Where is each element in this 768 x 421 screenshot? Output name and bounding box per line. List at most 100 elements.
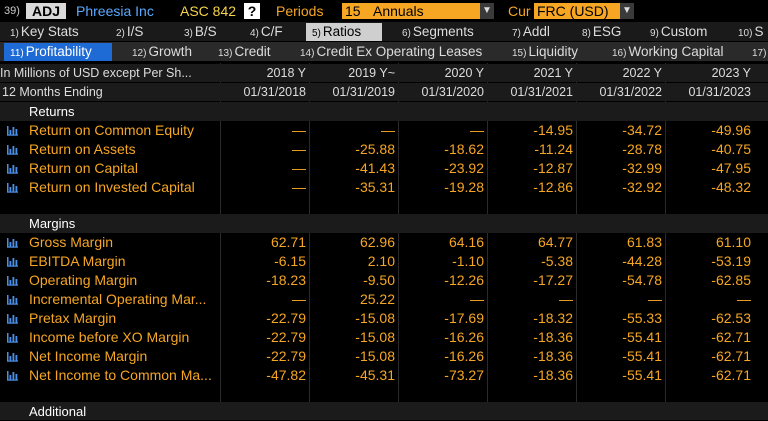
- subtab-credit[interactable]: 13) Credit: [218, 44, 271, 59]
- cell-value[interactable]: 64.77: [537, 234, 573, 250]
- cell-value[interactable]: -34.72: [622, 122, 662, 138]
- row-label[interactable]: Net Income to Common Ma...: [29, 367, 212, 383]
- row-label[interactable]: Pretax Margin: [29, 310, 117, 326]
- table-row[interactable]: Net Income Margin -22.79 -15.08 -16.26 -18.3…: [0, 347, 768, 366]
- cell-value[interactable]: -62.71: [711, 329, 751, 345]
- cell-value[interactable]: -62.53: [711, 310, 751, 326]
- cell-value[interactable]: -22.79: [266, 310, 306, 326]
- row-label[interactable]: Return on Common Equity: [29, 122, 194, 138]
- cell-value[interactable]: -41.43: [355, 160, 395, 176]
- row-label[interactable]: Return on Invested Capital: [29, 179, 195, 195]
- cell-value[interactable]: -47.95: [711, 160, 751, 176]
- year-header[interactable]: 2019 Y~: [348, 66, 395, 80]
- periods-input[interactable]: 15: [342, 3, 370, 19]
- cell-value[interactable]: -49.96: [711, 122, 751, 138]
- tab-esg[interactable]: 8) ESG: [582, 24, 622, 39]
- chart-icon[interactable]: [6, 163, 19, 174]
- subtab-working-capital[interactable]: 16) Working Capital: [612, 44, 724, 59]
- cell-value[interactable]: -12.87: [533, 160, 573, 176]
- cell-value[interactable]: -6.15: [274, 253, 306, 269]
- table-row[interactable]: EBITDA Margin -6.15 2.10 -1.10 -5.38 -44.28 -5…: [0, 252, 768, 271]
- cell-value[interactable]: -28.78: [622, 141, 662, 157]
- cell-value[interactable]: -55.33: [622, 310, 662, 326]
- chart-icon[interactable]: [6, 294, 19, 305]
- currency-select[interactable]: FRC (USD): [534, 3, 620, 19]
- cell-value[interactable]: —: [292, 179, 306, 195]
- period-type-dropdown-icon[interactable]: ▼: [480, 3, 494, 19]
- cell-value[interactable]: -45.31: [355, 367, 395, 383]
- cell-value[interactable]: -48.32: [711, 179, 751, 195]
- help-button[interactable]: ?: [244, 3, 260, 19]
- chart-icon[interactable]: [6, 125, 19, 136]
- year-header[interactable]: 2021 Y: [533, 66, 573, 80]
- chart-icon[interactable]: [6, 313, 19, 324]
- year-header[interactable]: 2018 Y: [266, 66, 306, 80]
- tab-balance-sheet[interactable]: 3) B/S: [184, 24, 217, 39]
- cell-value[interactable]: -47.82: [266, 367, 306, 383]
- cell-value[interactable]: -54.78: [622, 272, 662, 288]
- table-row[interactable]: Return on Invested Capital — -35.31 -19.28 -…: [0, 178, 768, 197]
- tab-additional[interactable]: 7) Addl: [512, 24, 550, 39]
- year-header[interactable]: 2023 Y: [711, 66, 751, 80]
- cell-value[interactable]: -1.10: [452, 253, 484, 269]
- cell-value[interactable]: -15.08: [355, 329, 395, 345]
- tab-custom[interactable]: 9) Custom: [650, 24, 708, 39]
- cell-value[interactable]: —: [292, 122, 306, 138]
- tab-segments[interactable]: 6) Segments: [402, 24, 474, 39]
- cell-value[interactable]: -22.79: [266, 329, 306, 345]
- cell-value[interactable]: -32.92: [622, 179, 662, 195]
- cell-value[interactable]: -62.71: [711, 348, 751, 364]
- cell-value[interactable]: -55.41: [622, 348, 662, 364]
- cell-value[interactable]: 25.22: [359, 291, 395, 307]
- cell-value[interactable]: -18.36: [533, 329, 573, 345]
- cell-value[interactable]: —: [470, 291, 484, 307]
- cell-value[interactable]: -23.92: [444, 160, 484, 176]
- row-label[interactable]: EBITDA Margin: [29, 253, 126, 269]
- tab-income-statement[interactable]: 2) I/S: [116, 24, 144, 39]
- cell-value[interactable]: -32.99: [622, 160, 662, 176]
- cell-value[interactable]: —: [292, 141, 306, 157]
- tab-more[interactable]: 10) S: [738, 24, 764, 39]
- cell-value[interactable]: —: [292, 291, 306, 307]
- cell-value[interactable]: 61.83: [626, 234, 662, 250]
- year-header[interactable]: 2020 Y: [444, 66, 484, 80]
- cell-value[interactable]: -73.27: [444, 367, 484, 383]
- tab-ratios[interactable]: 5) Ratios: [306, 23, 382, 41]
- row-label[interactable]: Income before XO Margin: [29, 329, 190, 345]
- year-header[interactable]: 2022 Y: [622, 66, 662, 80]
- cell-value[interactable]: -19.28: [444, 179, 484, 195]
- cell-value[interactable]: -14.95: [533, 122, 573, 138]
- row-label[interactable]: Operating Margin: [29, 272, 138, 288]
- cell-value[interactable]: —: [381, 122, 395, 138]
- row-label[interactable]: Return on Capital: [29, 160, 138, 176]
- cell-value[interactable]: 62.71: [270, 234, 306, 250]
- cell-value[interactable]: —: [292, 160, 306, 176]
- cell-value[interactable]: -16.26: [444, 348, 484, 364]
- cell-value[interactable]: -55.41: [622, 367, 662, 383]
- tab-cash-flow[interactable]: 4) C/F: [250, 24, 283, 39]
- cell-value[interactable]: -53.19: [711, 253, 751, 269]
- chart-icon[interactable]: [6, 144, 19, 155]
- chart-icon[interactable]: [6, 275, 19, 286]
- subtab-credit-ex-leases[interactable]: 14) Credit Ex Operating Leases: [300, 44, 483, 59]
- cell-value[interactable]: —: [470, 122, 484, 138]
- cell-value[interactable]: -22.79: [266, 348, 306, 364]
- table-row[interactable]: Net Income to Common Ma... -47.82 -45.31 -7…: [0, 366, 768, 385]
- cell-value[interactable]: —: [648, 291, 662, 307]
- table-row[interactable]: Pretax Margin -22.79 -15.08 -17.69 -18.32 -55…: [0, 309, 768, 328]
- cell-value[interactable]: -25.88: [355, 141, 395, 157]
- cell-value[interactable]: -18.32: [533, 310, 573, 326]
- cell-value[interactable]: -17.27: [533, 272, 573, 288]
- cell-value[interactable]: -18.62: [444, 141, 484, 157]
- cell-value[interactable]: 2.10: [367, 253, 395, 269]
- cell-value[interactable]: -17.69: [444, 310, 484, 326]
- cell-value[interactable]: 64.16: [448, 234, 484, 250]
- cell-value[interactable]: -11.24: [534, 141, 573, 157]
- chart-icon[interactable]: [6, 370, 19, 381]
- cell-value[interactable]: -5.38: [541, 253, 573, 269]
- cell-value[interactable]: -15.08: [355, 348, 395, 364]
- cell-value[interactable]: -44.28: [622, 253, 662, 269]
- cell-value[interactable]: -35.31: [355, 179, 395, 195]
- chart-icon[interactable]: [6, 332, 19, 343]
- cell-value[interactable]: -15.08: [355, 310, 395, 326]
